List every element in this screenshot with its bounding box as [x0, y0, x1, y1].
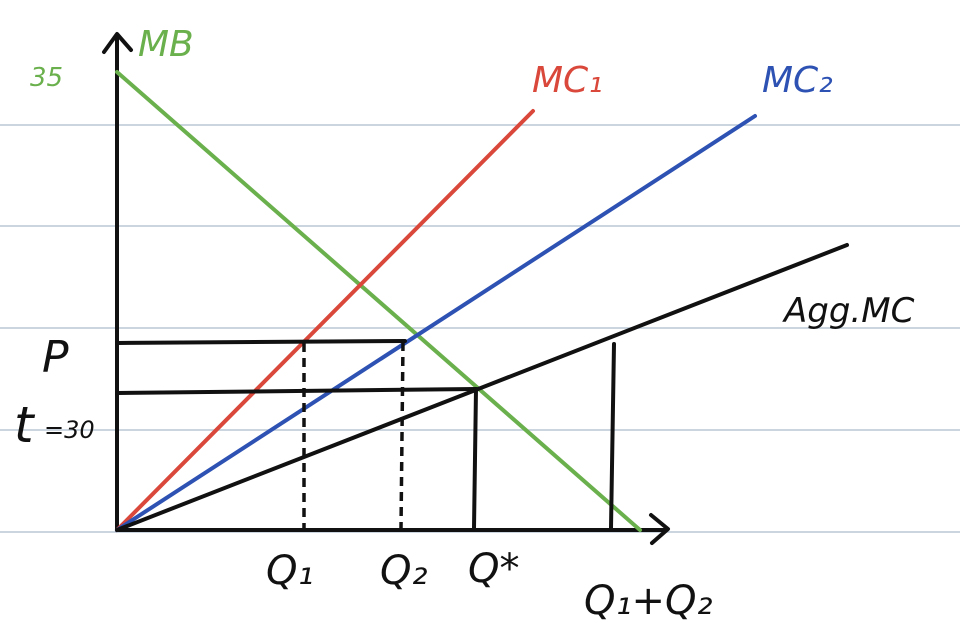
q1-plus-q2-label: Q₁+Q₂: [584, 578, 713, 624]
q1-label: Q₁: [266, 548, 314, 594]
agg-mc-curve: [115, 243, 849, 532]
price-line: [115, 339, 407, 345]
tax-value-label: =30: [44, 416, 95, 444]
mb-intercept-label: 35: [30, 63, 63, 93]
mb-label: MB: [138, 24, 194, 65]
q1q2-drop-line: [609, 342, 616, 530]
q2-label: Q₂: [380, 548, 428, 594]
tax-label: t: [14, 396, 36, 454]
mc2-label: MC₂: [762, 60, 833, 101]
qstar-drop-line: [472, 387, 478, 530]
price-label: P: [42, 332, 69, 383]
mc1-curve: [115, 109, 535, 532]
x-axis-arrowhead: [649, 513, 670, 545]
mc2-curve: [115, 114, 757, 532]
mb-curve: [115, 70, 642, 532]
q2-dashed-line: [399, 341, 405, 529]
axes: [102, 32, 670, 545]
tax-line: [115, 387, 478, 395]
dashed-guide-lines: [302, 341, 405, 529]
guide-lines: [115, 339, 616, 530]
agg-mc-label: Agg.MC: [782, 291, 915, 331]
y-axis-arrowhead: [102, 32, 133, 54]
mc1-label: MC₁: [532, 60, 603, 101]
qstar-label: Q*: [468, 546, 519, 592]
